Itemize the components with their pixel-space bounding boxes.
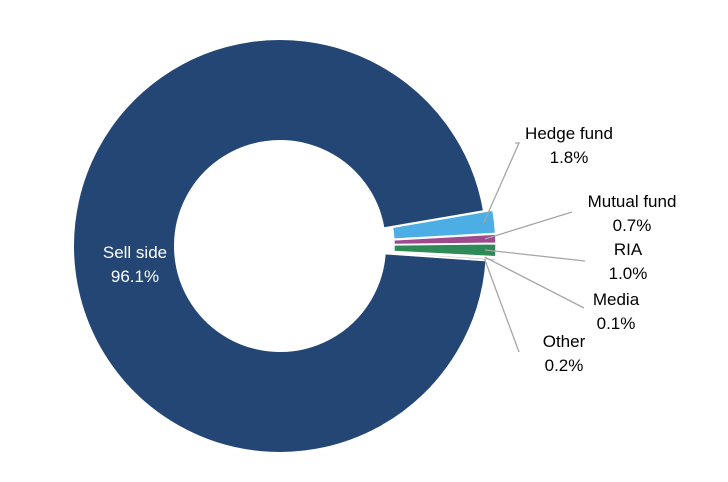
leader-line-hedge-fund <box>483 142 520 224</box>
data-label-value-sell-side: 96.1% <box>111 267 159 286</box>
leader-lines-layer <box>483 142 586 353</box>
data-label-name-ria: RIA <box>614 240 643 259</box>
data-label-name-other: Other <box>543 332 586 351</box>
leader-line-other <box>483 258 520 353</box>
label-group-hedge-fund: Hedge fund 1.8% <box>525 124 613 167</box>
label-group-ria: RIA 1.0% <box>609 240 648 283</box>
data-label-value-media: 0.1% <box>597 314 636 333</box>
data-label-value-other: 0.2% <box>545 356 584 375</box>
data-label-value-hedge-fund: 1.8% <box>550 148 589 167</box>
slices-layer <box>72 38 497 455</box>
slice-sell-side <box>72 38 488 455</box>
label-group-sell-side: Sell side 96.1% <box>103 243 167 286</box>
data-label-name-media: Media <box>593 290 640 309</box>
label-group-media: Media 0.1% <box>593 290 640 333</box>
label-group-mutual-fund: Mutual fund 0.7% <box>588 192 677 235</box>
leader-line-ria <box>484 249 586 262</box>
data-label-name-mutual-fund: Mutual fund <box>588 192 677 211</box>
data-label-name-hedge-fund: Hedge fund <box>525 124 613 143</box>
data-label-value-ria: 1.0% <box>609 264 648 283</box>
slice-other <box>392 251 497 262</box>
label-group-other: Other 0.2% <box>543 332 586 375</box>
leader-line-media <box>484 256 585 309</box>
leader-line-mutual-fund <box>484 211 573 240</box>
data-label-value-mutual-fund: 0.7% <box>613 216 652 235</box>
labels-layer: Sell side 96.1% Hedge fund 1.8% Mutual fund 0… <box>103 124 677 375</box>
data-label-name-sell-side: Sell side <box>103 243 167 262</box>
